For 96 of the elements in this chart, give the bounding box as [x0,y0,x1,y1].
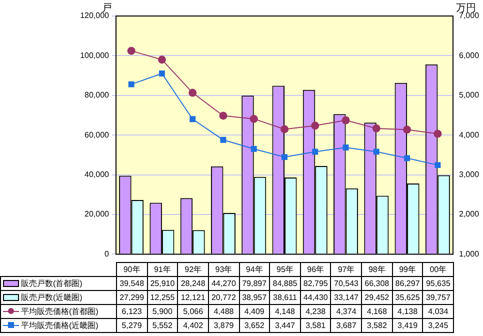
data-label: 84,885 [269,276,301,291]
x-tick-label: 94年 [238,262,270,277]
data-label: 3,687 [330,318,362,333]
point [434,162,441,168]
data-label: 12,121 [177,290,209,305]
legend-label: 平均販売価格(首都圏) [0,304,117,319]
point [188,88,197,97]
data-label: 3,652 [238,318,270,333]
data-label: 25,910 [146,276,178,291]
y2-axis-title: 万円 [456,2,476,14]
y-tick-label: 100,000 [80,50,110,60]
point [282,154,288,160]
x-tick-label: 93年 [208,262,240,277]
data-label: 79,897 [238,276,270,291]
point [158,56,166,64]
data-label: 38,957 [238,290,270,305]
x-tick-label: 97年 [330,262,362,277]
point [342,116,350,124]
data-label: 4,148 [269,304,301,319]
point [127,46,136,55]
data-label: 66,308 [361,276,393,291]
y2-tick-label: 7,000 [459,11,480,20]
data-label: 3,419 [392,318,424,333]
data-label: 4,168 [361,304,393,319]
data-label: 70,543 [330,276,362,291]
data-label: 3,879 [208,318,240,333]
x-tick-label: 90年 [116,262,148,277]
legend-label: 平均販売価格(近畿圏) [0,318,117,333]
y-tick-label: 20,000 [84,210,110,219]
data-label: 39,548 [116,276,148,291]
data-label: 4,034 [422,304,454,319]
point [404,155,410,162]
y-tick-label: 0 [104,249,110,258]
x-tick-label: 91年 [146,262,178,277]
data-label: 4,374 [330,304,362,319]
data-label: 82,795 [300,276,332,291]
data-label: 5,279 [116,318,148,333]
x-tick-label: 98年 [361,262,393,277]
x-tick-label: 92年 [177,262,209,277]
y2-tick-label: 3,000 [459,170,480,180]
point [403,126,412,134]
data-label: 33,147 [330,290,362,305]
data-label: 27,299 [116,290,148,305]
data-label: 6,123 [116,304,148,319]
point [219,112,228,120]
data-label: 28,248 [177,276,209,291]
data-label: 39,757 [422,290,454,305]
y-tick-label: 40,000 [84,170,110,180]
data-label: 3,447 [269,318,301,333]
y2-tick-label: 1,000 [459,249,480,258]
data-label: 4,488 [208,304,240,319]
point [250,114,258,123]
data-label: 5,066 [177,304,209,319]
data-label: 86,297 [392,276,424,291]
y-tick-label: 60,000 [84,130,110,140]
data-label: 3,582 [361,318,393,333]
y2-tick-label: 6,000 [459,50,480,60]
point [373,148,380,155]
data-label: 95,635 [422,276,454,291]
y-tick-label: 120,000 [80,11,110,20]
data-label: 35,625 [392,290,424,305]
point [250,146,257,152]
point [312,148,318,155]
point [372,124,380,132]
point [220,136,226,143]
data-label: 4,409 [238,304,270,319]
x-tick-label: 00年 [422,262,454,277]
data-label: 29,452 [361,290,393,305]
y-tick-label: 80,000 [84,90,110,100]
legend-label: 販売戸数(首都圏) [0,276,117,291]
data-label: 4,238 [300,304,332,319]
x-tick-label: 95年 [269,262,301,277]
x-tick-label: 99年 [392,262,424,277]
data-label: 4,402 [177,318,209,333]
y2-tick-label: 2,000 [459,210,480,219]
point [280,125,288,134]
data-label: 20,772 [208,290,240,305]
x-tick-label: 96年 [300,262,332,277]
data-label: 12,255 [146,290,178,305]
data-label: 3,581 [300,318,332,333]
point [434,130,442,138]
y2-tick-label: 4,000 [459,130,480,140]
data-label: 5,900 [146,304,178,319]
point [311,122,320,130]
legend-label: 販売戸数(近畿圏) [0,290,117,305]
y2-tick-label: 5,000 [459,90,480,100]
point [128,81,134,88]
point [342,144,349,150]
data-label: 38,611 [269,290,301,305]
data-label: 5,552 [146,318,178,333]
point [158,70,165,76]
data-label: 3,245 [422,318,454,333]
point [190,116,196,122]
data-label: 44,430 [300,290,332,305]
data-label: 4,138 [392,304,424,319]
data-label: 44,270 [208,276,240,291]
